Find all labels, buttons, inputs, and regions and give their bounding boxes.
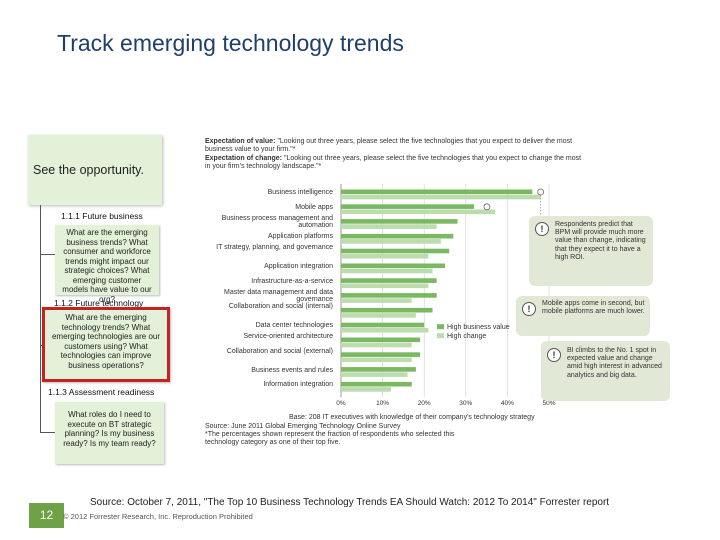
exclamation-icon: ! <box>547 348 561 362</box>
callout-mobile: ! Mobile apps come in second, but mobile… <box>516 296 650 336</box>
question-box-assessment-readiness: What roles do I need to execute on BT st… <box>55 402 164 464</box>
bar-value <box>341 278 437 283</box>
chart-panel: Expectation of value: "Looking out three… <box>203 138 683 458</box>
category-label: IT strategy, planning, and governance <box>216 244 333 252</box>
category-label: Data center technologies <box>255 322 333 330</box>
bar-change <box>341 283 429 289</box>
category-label: Business process management and automati… <box>221 214 333 230</box>
source-citation: Source: October 7, 2011, "The Top 10 Bus… <box>90 497 610 508</box>
category-label: Mobile apps <box>295 203 333 211</box>
base-note: Base: 208 IT executives with knowledge o… <box>289 414 535 421</box>
bar-value <box>341 367 416 372</box>
legend-label: High change <box>447 333 486 340</box>
bar-value <box>341 307 433 313</box>
bar-change <box>341 224 437 229</box>
section-title-assessment-readiness: 1.1.3 Assessment readiness <box>48 387 155 397</box>
x-tick-label: 20% <box>418 400 431 407</box>
bar-change <box>341 313 416 318</box>
marker-mobile <box>483 203 491 211</box>
tree-connector-1 <box>40 254 55 255</box>
legend-swatch <box>437 333 444 339</box>
bar-change <box>341 357 412 363</box>
bar-value <box>341 248 450 254</box>
bar-value <box>341 263 445 269</box>
x-tick-label: 40% <box>501 400 514 407</box>
bar-change <box>341 209 495 215</box>
opportunity-box <box>28 135 162 205</box>
bar-value <box>341 293 437 298</box>
bar-change <box>341 253 429 259</box>
bar-value <box>341 352 421 357</box>
bar-change <box>341 327 429 333</box>
question-text-future-business: What are the emerging business trends? W… <box>62 228 152 304</box>
x-tick-label: 50% <box>542 400 555 407</box>
marker-bi <box>537 188 545 196</box>
bar-change <box>341 268 433 274</box>
category-label: Service-oriented architecture <box>243 333 334 340</box>
bar-value <box>341 322 425 328</box>
page-number: 12 <box>29 503 64 528</box>
category-label: Infrastructure-as-a-service <box>251 277 333 285</box>
bar-value <box>341 219 458 224</box>
header-value-label: Expectation of value: <box>205 138 276 145</box>
question-box-future-business: What are the emerging business trends? W… <box>55 225 159 304</box>
callout-mobile-text: Mobile apps come in second, but mobile p… <box>542 300 645 316</box>
bar-change <box>341 298 412 303</box>
callout-bpm-text: Respondents predict that BPM will provid… <box>555 221 646 261</box>
question-text-assessment-readiness: What roles do I need to execute on BT st… <box>63 410 156 448</box>
tree-connector-2 <box>40 345 43 346</box>
x-tick-label: 0% <box>336 400 346 407</box>
opportunity-label: See the opportunity. <box>33 163 144 177</box>
tree-connector-vertical <box>40 205 41 433</box>
header-change-text: "Looking out three years, please select … <box>205 155 582 170</box>
callout-bpm: ! Respondents predict that BPM will prov… <box>529 216 653 286</box>
legend-label: High business value <box>447 324 510 331</box>
exclamation-icon: ! <box>535 222 549 236</box>
page-title: Track emerging technology trends <box>57 30 404 56</box>
bar-value <box>341 189 533 195</box>
legend-swatch <box>437 324 444 330</box>
exclamation-icon: ! <box>522 302 536 316</box>
bar-value <box>341 381 412 387</box>
bar-value <box>341 204 475 209</box>
category-label: Application integration <box>264 263 333 270</box>
category-label: Collaboration and social (internal) <box>228 303 333 311</box>
header-change-label: Expectation of change: <box>205 155 283 162</box>
copyright: © 2012 Forrester Research, Inc. Reproduc… <box>63 512 253 521</box>
section-title-future-technology: 1.1.2 Future technology <box>54 298 144 308</box>
callout-bi: ! BI climbs to the No. 1 spot in expecte… <box>541 341 670 401</box>
bar-value <box>341 337 421 343</box>
header-value-text: "Looking out three years, please select … <box>205 138 573 153</box>
bar-change <box>341 372 408 377</box>
x-tick-label: 30% <box>459 400 472 407</box>
bar-change <box>341 387 391 392</box>
chart-header-value: Expectation of value: "Looking out three… <box>205 138 585 154</box>
category-label: Business events and rules <box>251 366 333 374</box>
category-label: Application platforms <box>268 233 333 241</box>
x-tick-label: 10% <box>376 400 389 407</box>
bar-change <box>341 239 441 244</box>
category-label: Information integration <box>263 381 333 389</box>
bar-change <box>341 194 541 200</box>
category-label: Collaboration and social (external) <box>226 347 333 355</box>
bar-value <box>341 233 454 239</box>
tree-connector-3 <box>40 432 55 433</box>
callout-bi-text: BI climbs to the No. 1 spot in expected … <box>567 347 662 379</box>
source-note: Source: June 2011 Global Emerging Techno… <box>205 423 401 430</box>
category-label: Master data management and data governan… <box>224 288 333 304</box>
question-text-future-technology: What are the emerging technology trends?… <box>51 313 161 370</box>
section-title-future-business: 1.1.1 Future business <box>61 211 143 221</box>
bar-change <box>341 342 412 348</box>
footnote: *The percentages shown represent the fra… <box>205 431 455 446</box>
chart-header-change: Expectation of change: "Looking out thre… <box>205 155 585 171</box>
category-label: Business intelligence <box>267 189 333 196</box>
question-box-future-technology: What are the emerging technology trends?… <box>42 307 170 382</box>
